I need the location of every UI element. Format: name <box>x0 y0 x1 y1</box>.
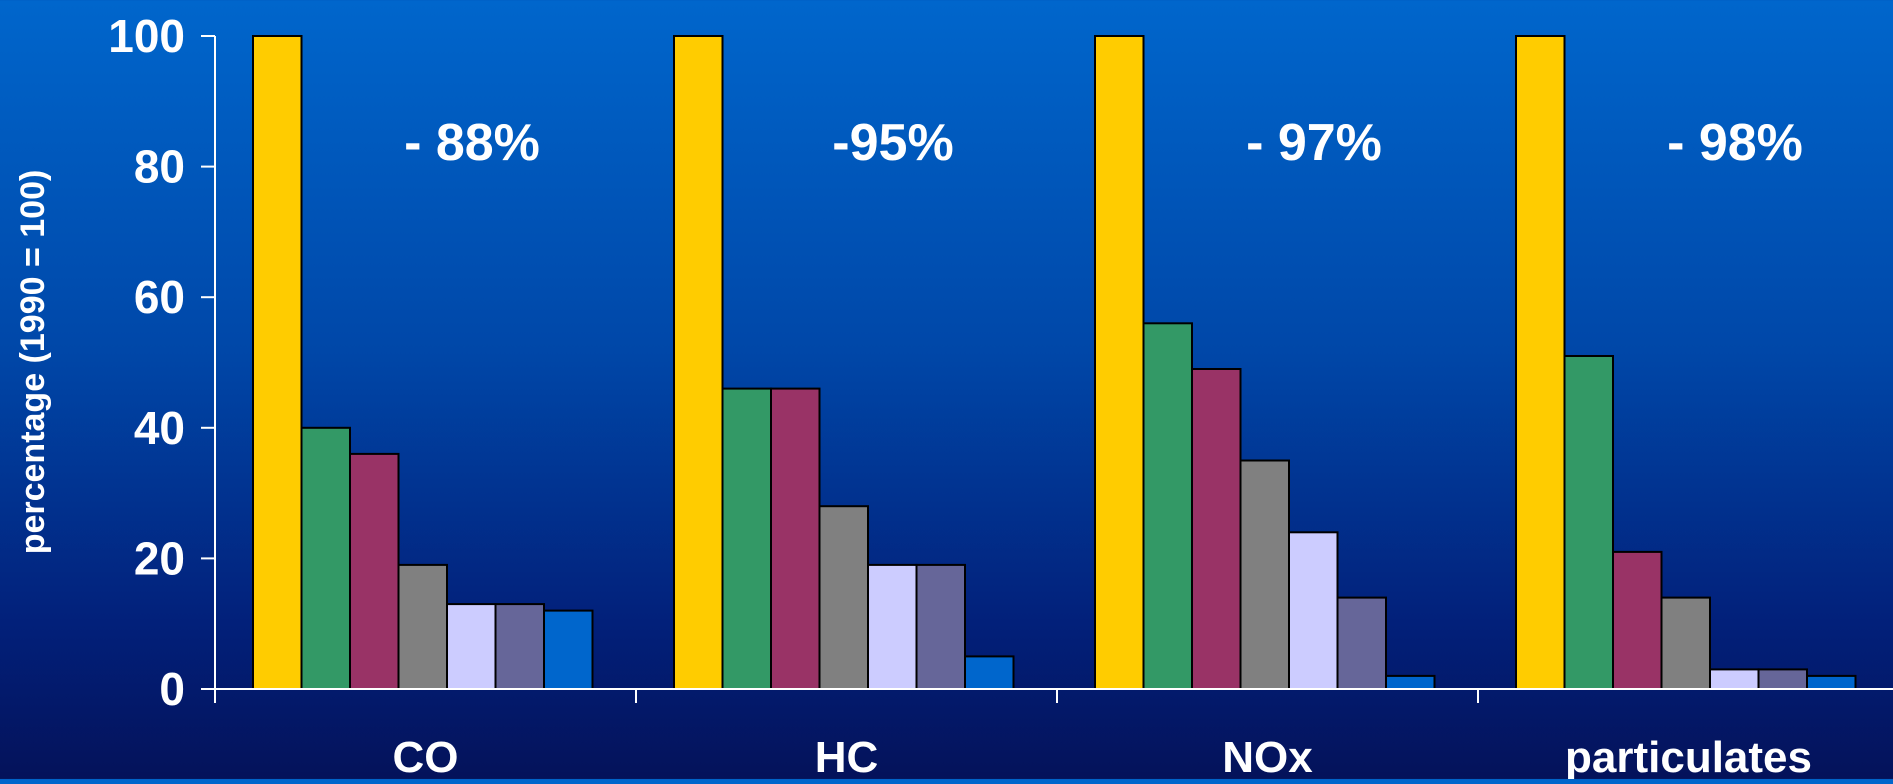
category-label-nox: NOx <box>1222 733 1313 779</box>
bar-hc-3 <box>770 387 821 690</box>
y-tick-label-20: 20 <box>134 532 185 584</box>
y-tick-label-60: 60 <box>134 271 185 323</box>
bar-hc-7 <box>964 655 1015 691</box>
bar-particulates-2 <box>1563 355 1614 690</box>
y-tick-label-0: 0 <box>159 663 185 715</box>
bar-co-5 <box>446 603 497 690</box>
bar-co-2 <box>300 426 351 690</box>
bar-particulates-1 <box>1515 35 1566 690</box>
bar-particulates-3 <box>1612 550 1663 691</box>
bar-nox-7 <box>1385 674 1436 691</box>
bar-co-3 <box>349 452 400 690</box>
category-label-particulates: particulates <box>1565 733 1812 779</box>
bar-nox-1 <box>1094 35 1145 690</box>
labels-layer: 0 20 40 60 80 100 CO HC NOx particulates - 88% -95%… <box>108 10 1812 782</box>
bar-nox-3 <box>1191 368 1242 690</box>
reduction-annotation-hc: -95% <box>832 114 953 172</box>
bar-co-6 <box>494 603 545 690</box>
bar-co-1 <box>252 35 303 690</box>
y-tick-label-40: 40 <box>134 402 185 454</box>
bars-layer <box>252 35 1857 691</box>
y-axis-label: percentage (1990 = 100) <box>14 170 52 555</box>
axes-layer <box>201 35 1893 703</box>
bar-co-4 <box>397 563 448 691</box>
bar-particulates-6 <box>1757 668 1808 691</box>
bar-co-7 <box>543 609 594 690</box>
y-tick-label-100: 100 <box>108 10 185 62</box>
bar-nox-2 <box>1142 322 1193 690</box>
reduction-annotation-co: - 88% <box>404 114 540 172</box>
reduction-annotation-particulates: - 98% <box>1667 114 1803 172</box>
y-tick-label-80: 80 <box>134 141 185 193</box>
bar-hc-5 <box>867 563 918 691</box>
category-label-hc: HC <box>815 733 879 779</box>
bar-particulates-4 <box>1660 596 1711 690</box>
bar-hc-2 <box>721 387 772 690</box>
reduction-annotation-nox: - 97% <box>1246 114 1382 172</box>
bar-nox-4 <box>1239 459 1290 690</box>
bar-particulates-5 <box>1709 668 1760 691</box>
bar-hc-6 <box>915 563 966 691</box>
bar-particulates-7 <box>1806 674 1857 691</box>
category-label-co: CO <box>393 733 459 779</box>
bar-hc-4 <box>818 505 869 691</box>
bar-nox-6 <box>1336 596 1387 690</box>
bar-hc-1 <box>673 35 724 690</box>
bar-nox-5 <box>1288 531 1339 690</box>
